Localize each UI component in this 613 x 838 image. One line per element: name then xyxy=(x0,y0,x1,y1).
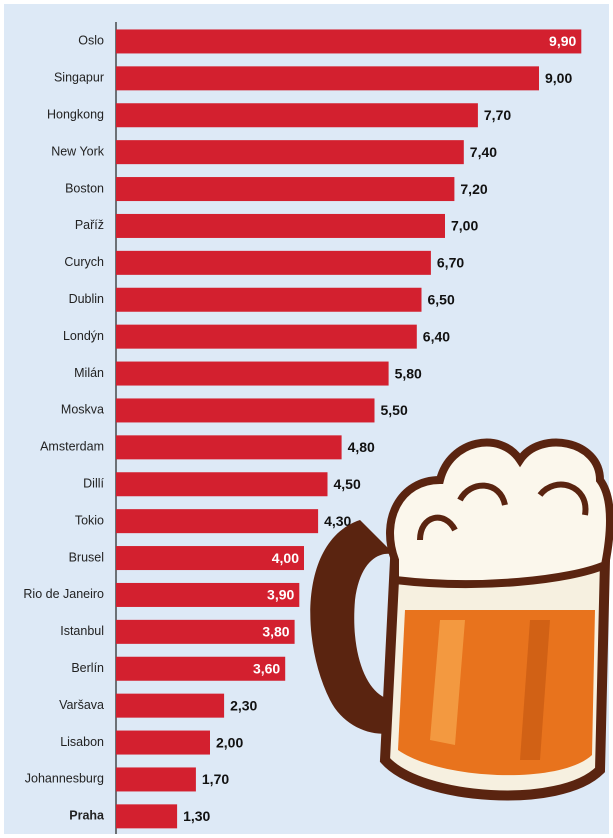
bar xyxy=(116,66,539,90)
category-label: New York xyxy=(51,144,105,158)
bar xyxy=(116,288,422,312)
category-label: Tokio xyxy=(75,513,104,527)
category-label: Milán xyxy=(74,366,104,380)
category-label: Paříž xyxy=(75,218,104,232)
category-label: Boston xyxy=(65,181,104,195)
category-label: Lisabon xyxy=(60,735,104,749)
chart: Oslo 9,90 Singapur 9,00 Hongkong 7,70 New York… xyxy=(0,0,613,838)
bar xyxy=(116,362,389,386)
category-label: Singapur xyxy=(54,71,104,85)
value-label: 5,50 xyxy=(381,402,408,418)
bar xyxy=(116,251,431,275)
category-label: Istanbul xyxy=(60,624,104,638)
value-label: 3,90 xyxy=(267,587,294,603)
bar xyxy=(116,398,375,422)
bar xyxy=(116,804,177,828)
category-label: Varšava xyxy=(59,698,104,712)
value-label: 2,00 xyxy=(216,734,243,750)
category-label: Dillí xyxy=(83,477,104,491)
value-label: 4,50 xyxy=(334,476,361,492)
category-label: Brusel xyxy=(69,550,104,564)
bar xyxy=(116,509,318,533)
value-label: 7,70 xyxy=(484,107,511,123)
value-label: 5,80 xyxy=(395,365,422,381)
bar xyxy=(116,177,454,201)
category-label: Hongkong xyxy=(47,108,104,122)
value-label: 7,40 xyxy=(470,144,497,160)
value-label: 6,70 xyxy=(437,255,464,271)
category-label: Londýn xyxy=(63,329,104,343)
value-label: 9,90 xyxy=(549,33,576,49)
category-label: Rio de Janeiro xyxy=(23,587,104,601)
bar xyxy=(116,325,417,349)
value-label: 4,00 xyxy=(272,550,299,566)
bar xyxy=(116,214,445,238)
value-label: 1,70 xyxy=(202,771,229,787)
value-label: 7,00 xyxy=(451,218,478,234)
value-label: 3,80 xyxy=(262,624,289,640)
category-label: Amsterdam xyxy=(40,440,104,454)
value-label: 4,80 xyxy=(348,439,375,455)
category-label: Praha xyxy=(69,809,105,823)
bar xyxy=(116,694,224,718)
value-label: 1,30 xyxy=(183,808,210,824)
value-label: 6,40 xyxy=(423,328,450,344)
bar xyxy=(116,103,478,127)
category-label: Moskva xyxy=(61,403,104,417)
bar xyxy=(116,767,196,791)
category-label: Berlín xyxy=(71,661,104,675)
value-label: 2,30 xyxy=(230,697,257,713)
category-label: Oslo xyxy=(78,34,104,48)
category-label: Johannesburg xyxy=(25,772,104,786)
bar xyxy=(116,731,210,755)
bar xyxy=(116,472,328,496)
value-label: 3,60 xyxy=(253,660,280,676)
category-label: Dublin xyxy=(69,292,104,306)
value-label: 6,50 xyxy=(428,291,455,307)
bar xyxy=(116,29,581,53)
category-label: Curych xyxy=(64,255,104,269)
bar xyxy=(116,140,464,164)
value-label: 7,20 xyxy=(460,181,487,197)
bar xyxy=(116,435,342,459)
value-label: 9,00 xyxy=(545,70,572,86)
